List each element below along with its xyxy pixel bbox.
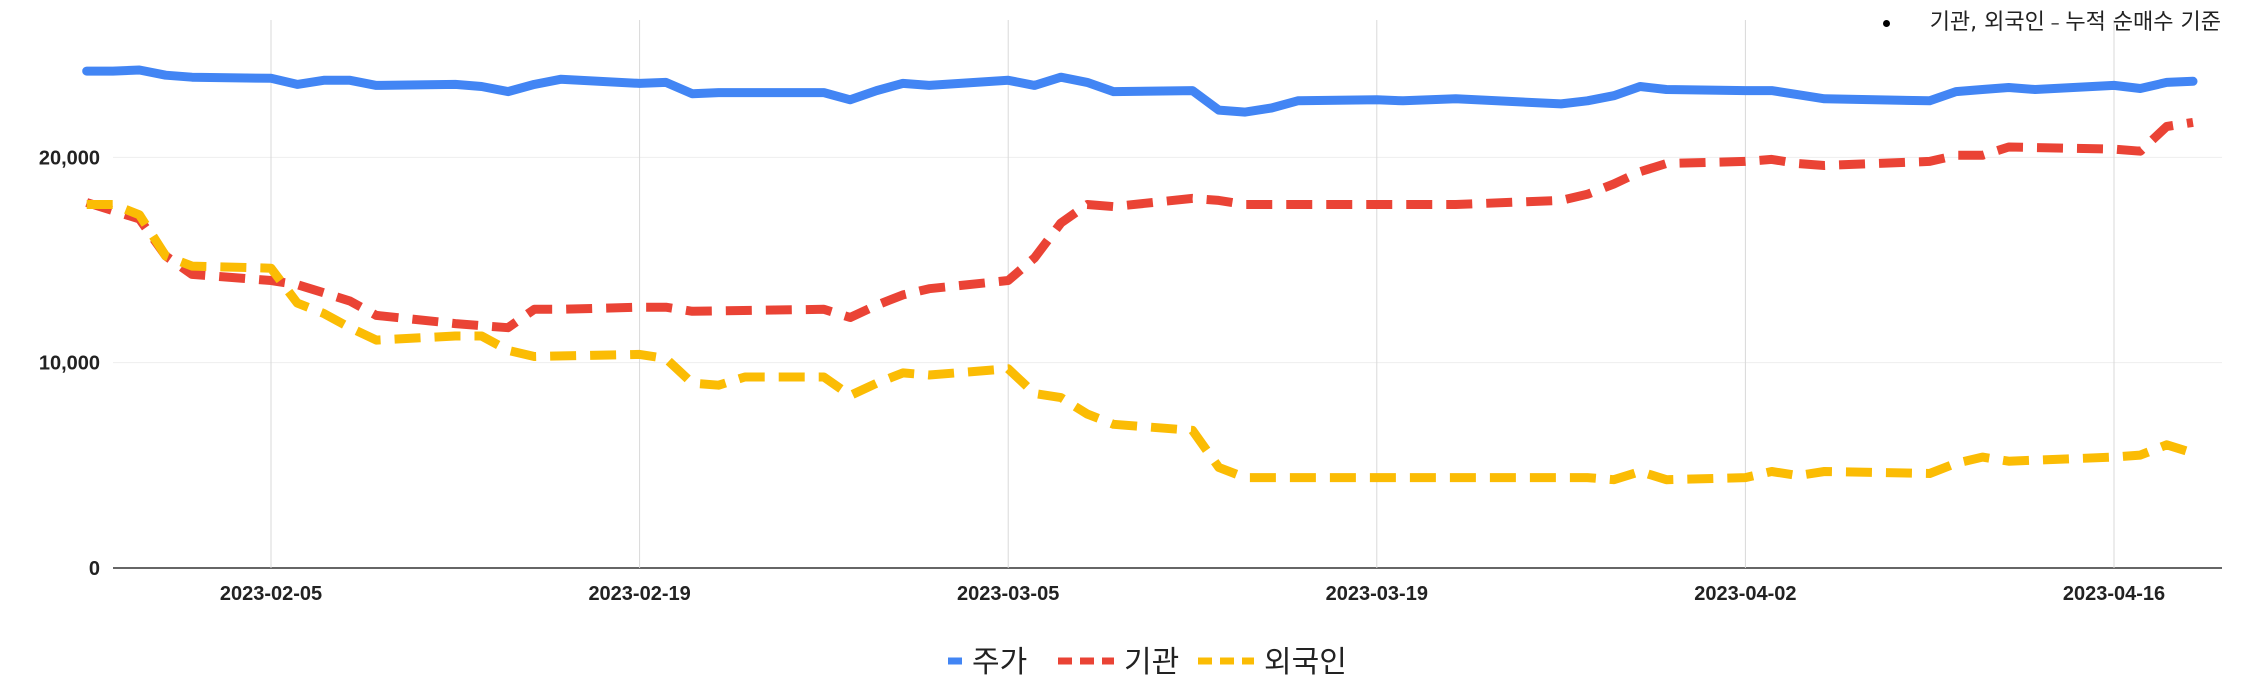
y-tick-label: 0 (89, 558, 100, 580)
legend-label: 주가 (972, 645, 1027, 680)
series-line-institution (85, 117, 2194, 333)
x-tick-label: 2023-04-02 (1694, 583, 1796, 605)
series-line-stock-price (82, 65, 2198, 117)
legend: 주가 기관 외국인 (948, 645, 1347, 680)
x-tick-label: 2023-03-05 (957, 583, 1059, 605)
bullet-icon (1882, 19, 1890, 27)
note-dash: – (2044, 13, 2066, 34)
x-tick-label: 2023-02-19 (588, 583, 690, 605)
y-tick-label: 20,000 (39, 147, 100, 169)
chart-note: 기관, 외국인 – 누적 순매수 기준 (1882, 4, 2221, 36)
legend-label: 기관 (1124, 645, 1179, 680)
axis-labels: 0 10,000 20,000 2023-02-05 2023-02-19 2023-03… (39, 147, 2165, 605)
series-lines (82, 65, 2198, 485)
y-tick-label: 10,000 (39, 353, 100, 375)
x-tick-label: 2023-03-19 (1326, 583, 1428, 605)
gridlines (113, 20, 2222, 569)
x-tick-label: 2023-04-16 (2063, 583, 2165, 605)
legend-label: 외국인 (1264, 645, 1347, 680)
x-tick-label: 2023-02-05 (220, 583, 322, 605)
note-main: 기관, 외국인 (1929, 10, 2045, 35)
note-rest: 누적 순매수 기준 (2065, 10, 2221, 35)
series-line-foreigner (86, 200, 2195, 485)
